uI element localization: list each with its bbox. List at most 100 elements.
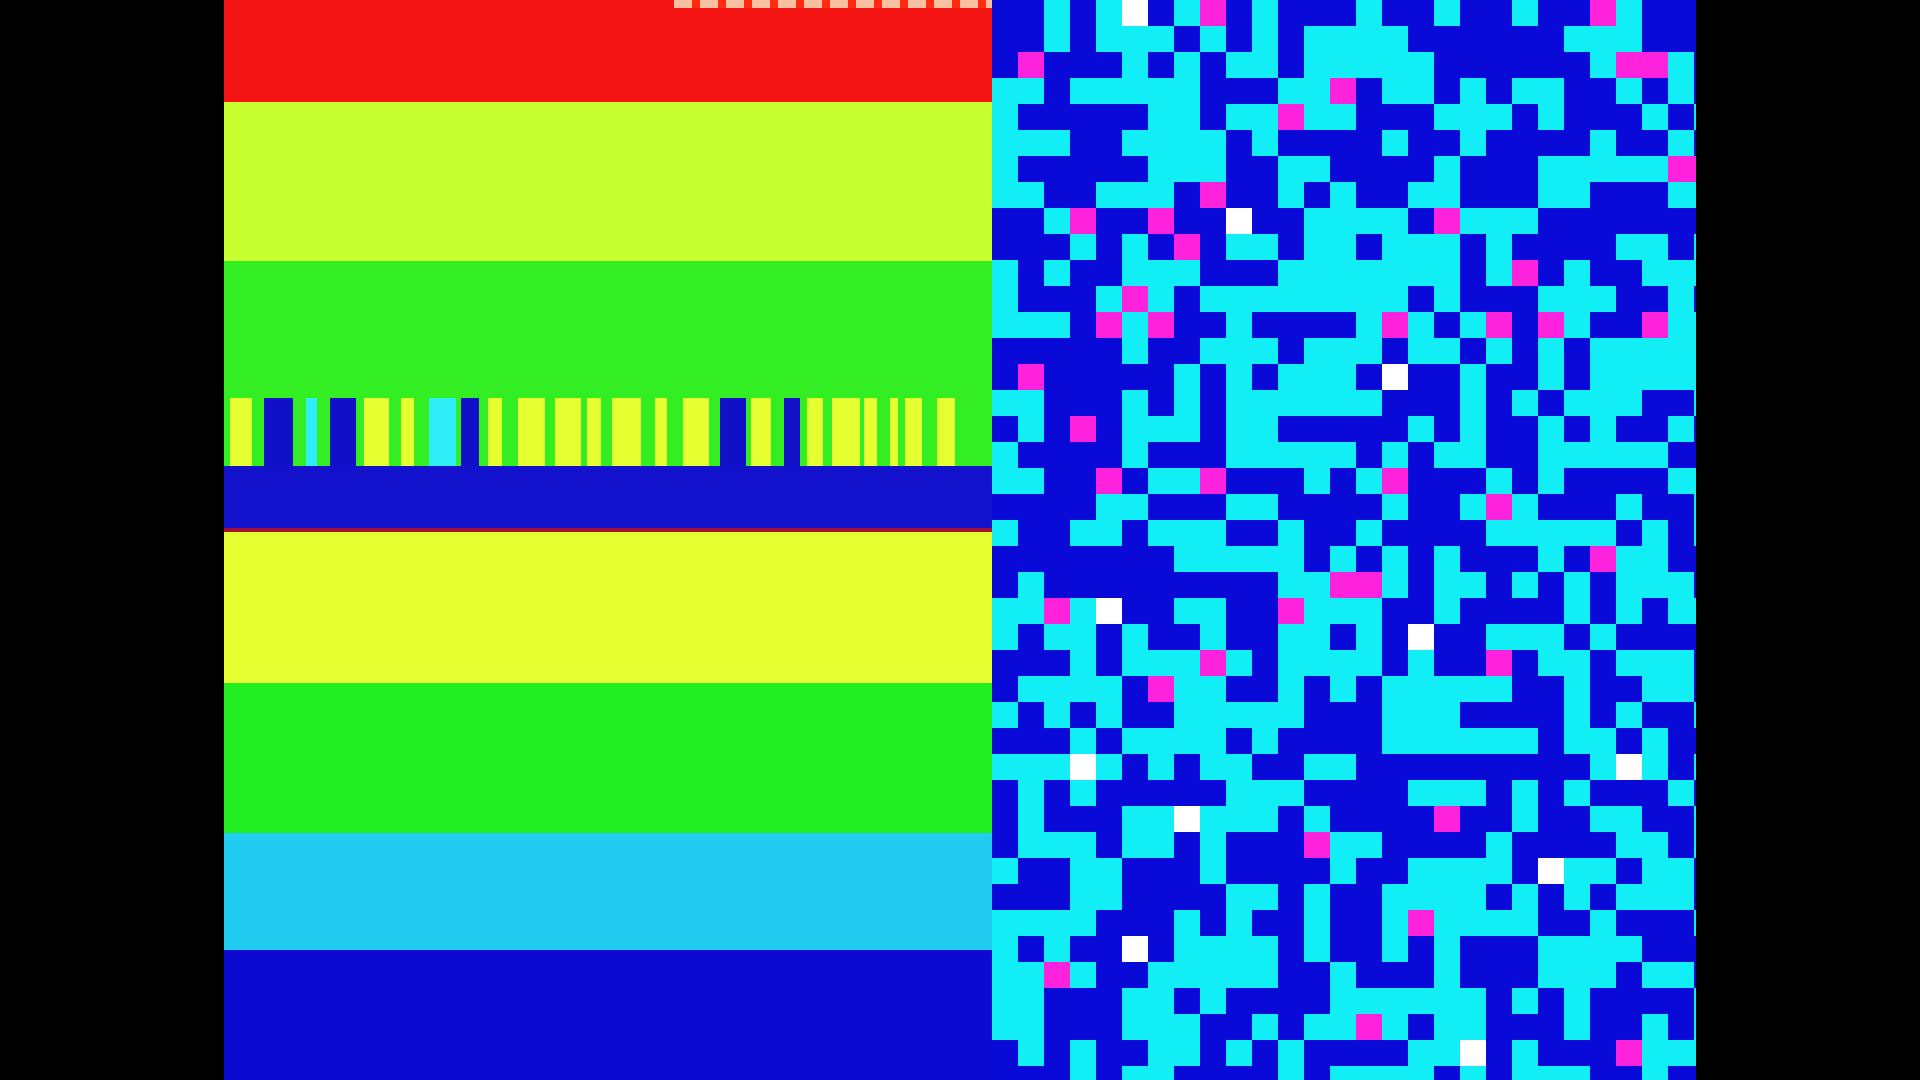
noise-pixel bbox=[1486, 858, 1512, 884]
noise-pixel bbox=[1434, 962, 1460, 988]
noise-pixel bbox=[992, 754, 1018, 780]
noise-pixel bbox=[1044, 624, 1070, 650]
noise-pixel bbox=[1278, 442, 1304, 468]
noise-pixel bbox=[1668, 130, 1694, 156]
noise-pixel bbox=[1590, 728, 1616, 754]
noise-pixel bbox=[1538, 962, 1564, 988]
noise-pixel bbox=[1122, 286, 1148, 312]
noise-pixel bbox=[1382, 78, 1408, 104]
noise-pixel bbox=[1148, 130, 1174, 156]
glitch-stripe bbox=[488, 398, 502, 466]
noise-pixel bbox=[1668, 286, 1694, 312]
noise-pixel bbox=[1018, 572, 1044, 598]
noise-pixel bbox=[1252, 286, 1278, 312]
noise-pixel bbox=[1018, 182, 1044, 208]
noise-pixel bbox=[1330, 858, 1356, 884]
glitch-stripe bbox=[864, 398, 877, 466]
noise-pixel bbox=[1538, 546, 1564, 572]
noise-pixel bbox=[1460, 390, 1486, 416]
noise-pixel bbox=[1538, 520, 1564, 546]
band-yellow-green bbox=[224, 102, 992, 261]
noise-pixel bbox=[1460, 858, 1486, 884]
noise-pixel bbox=[1460, 208, 1486, 234]
glitch-stripe bbox=[364, 398, 389, 466]
noise-pixel bbox=[1694, 364, 1696, 390]
noise-pixel bbox=[1226, 1040, 1252, 1066]
noise-pixel bbox=[992, 390, 1018, 416]
glitch-stripe bbox=[612, 398, 641, 466]
noise-pixel bbox=[1070, 416, 1096, 442]
noise-pixel bbox=[1200, 0, 1226, 26]
noise-pixel bbox=[1174, 0, 1200, 26]
noise-pixel bbox=[1200, 624, 1226, 650]
noise-pixel bbox=[1668, 182, 1694, 208]
noise-pixel bbox=[1434, 156, 1460, 182]
noise-pixel bbox=[1538, 312, 1564, 338]
noise-pixel bbox=[1668, 598, 1694, 624]
noise-pixel bbox=[1122, 988, 1148, 1014]
noise-pixel bbox=[1018, 598, 1044, 624]
noise-pixel bbox=[992, 260, 1018, 286]
noise-pixel bbox=[1122, 234, 1148, 260]
noise-pixel bbox=[1642, 546, 1668, 572]
noise-pixel bbox=[1148, 754, 1174, 780]
noise-pixel bbox=[1642, 52, 1668, 78]
noise-pixel bbox=[1356, 832, 1382, 858]
noise-pixel bbox=[1070, 728, 1096, 754]
noise-pixel bbox=[1616, 442, 1642, 468]
glitch-stripe bbox=[230, 398, 252, 466]
noise-pixel bbox=[1564, 884, 1590, 910]
noise-pixel bbox=[1356, 390, 1382, 416]
noise-pixel bbox=[1590, 390, 1616, 416]
band-blue-lower bbox=[224, 950, 992, 1080]
glitch-stripe bbox=[587, 398, 601, 466]
noise-pixel bbox=[1356, 312, 1382, 338]
noise-pixel bbox=[1278, 780, 1304, 806]
noise-pixel bbox=[1694, 234, 1696, 260]
noise-pixel bbox=[1122, 728, 1148, 754]
noise-pixel bbox=[1382, 234, 1408, 260]
noise-pixel bbox=[1018, 416, 1044, 442]
noise-pixel bbox=[1018, 1040, 1044, 1066]
noise-pixel bbox=[1096, 26, 1122, 52]
glitch-stripe bbox=[330, 398, 356, 466]
noise-pixel bbox=[1642, 676, 1668, 702]
noise-pixel bbox=[1018, 832, 1044, 858]
noise-pixel bbox=[1174, 520, 1200, 546]
noise-pixel bbox=[1408, 182, 1434, 208]
noise-pixel bbox=[1070, 884, 1096, 910]
noise-pixel bbox=[1382, 988, 1408, 1014]
noise-pixel bbox=[1512, 988, 1538, 1014]
noise-pixel bbox=[1486, 494, 1512, 520]
noise-pixel bbox=[1356, 1066, 1382, 1080]
noise-pixel bbox=[1668, 260, 1694, 286]
noise-pixel bbox=[1304, 26, 1330, 52]
noise-pixel bbox=[1382, 936, 1408, 962]
noise-pixel bbox=[1512, 78, 1538, 104]
noise-pixel bbox=[1252, 0, 1278, 26]
noise-pixel bbox=[1434, 858, 1460, 884]
noise-pixel bbox=[1174, 598, 1200, 624]
noise-pixel bbox=[1486, 650, 1512, 676]
noise-pixel bbox=[1382, 494, 1408, 520]
noise-pixel bbox=[1148, 1040, 1174, 1066]
noise-pixel bbox=[1278, 1040, 1304, 1066]
noise-pixel bbox=[992, 910, 1018, 936]
glitch-stripe bbox=[555, 398, 581, 466]
noise-pixel bbox=[1122, 1066, 1148, 1080]
noise-pixel bbox=[1096, 78, 1122, 104]
noise-pixel bbox=[1044, 962, 1070, 988]
noise-pixel bbox=[1382, 442, 1408, 468]
noise-pixel bbox=[1278, 364, 1304, 390]
noise-pixel bbox=[1148, 468, 1174, 494]
noise-pixel bbox=[1330, 104, 1356, 130]
noise-pixel bbox=[1252, 104, 1278, 130]
glitch-stripe bbox=[264, 398, 293, 466]
noise-pixel bbox=[1616, 390, 1642, 416]
noise-pixel bbox=[1122, 832, 1148, 858]
noise-pixel bbox=[1434, 676, 1460, 702]
noise-pixel bbox=[1174, 416, 1200, 442]
noise-pixel bbox=[1486, 728, 1512, 754]
noise-pixel bbox=[1538, 650, 1564, 676]
noise-pixel bbox=[1304, 260, 1330, 286]
